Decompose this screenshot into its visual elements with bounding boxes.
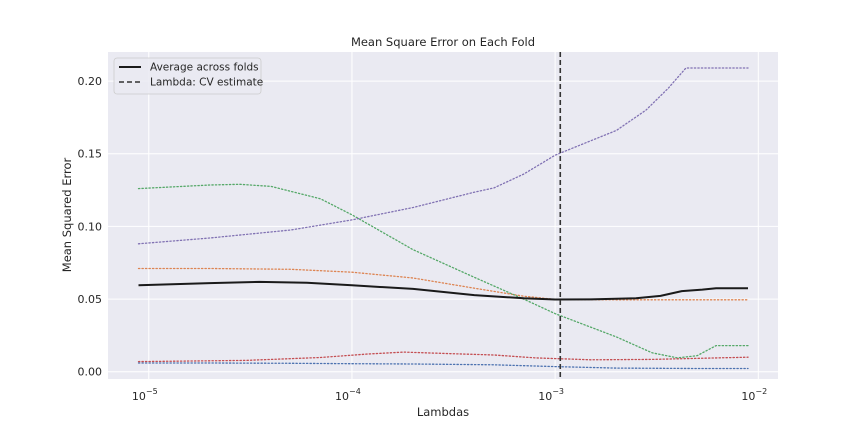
series-fold-4-line bbox=[137, 351, 749, 363]
y-tick-label: 0.10 bbox=[78, 220, 103, 233]
series-fold-3-line bbox=[137, 183, 749, 359]
y-tick-label: 0.00 bbox=[78, 366, 103, 379]
x-axis-label: Lambdas bbox=[417, 405, 469, 419]
y-tick-label: 0.05 bbox=[78, 293, 103, 306]
x-tick-label: 10−3 bbox=[538, 387, 564, 403]
series-fold-5-line bbox=[137, 67, 749, 245]
y-axis-label: Mean Squared Error bbox=[60, 158, 74, 273]
y-tick-label: 0.20 bbox=[78, 75, 103, 88]
x-tick-label: 10−2 bbox=[741, 387, 767, 403]
series-fold-1-line bbox=[137, 362, 749, 370]
series-average-line bbox=[138, 280, 748, 301]
x-tick-label: 10−5 bbox=[132, 387, 158, 403]
ticks: 0.00 0.05 0.10 0.15 0.20 10−5 10−4 10−3 10−2 bbox=[78, 75, 768, 403]
y-tick-label: 0.15 bbox=[78, 148, 103, 161]
chart-title: Mean Square Error on Each Fold bbox=[351, 35, 535, 49]
legend-entry-average-label: Average across folds bbox=[150, 62, 259, 74]
plot-area bbox=[108, 52, 778, 379]
legend-box bbox=[113, 57, 262, 95]
legend: Average across folds Lambda: CV estimate bbox=[113, 57, 263, 95]
series-fold-2-line bbox=[137, 267, 749, 301]
legend-entry-cv-estimate-label: Lambda: CV estimate bbox=[150, 77, 263, 89]
x-tick-label: 10−4 bbox=[335, 387, 361, 403]
series-layer bbox=[137, 52, 749, 379]
